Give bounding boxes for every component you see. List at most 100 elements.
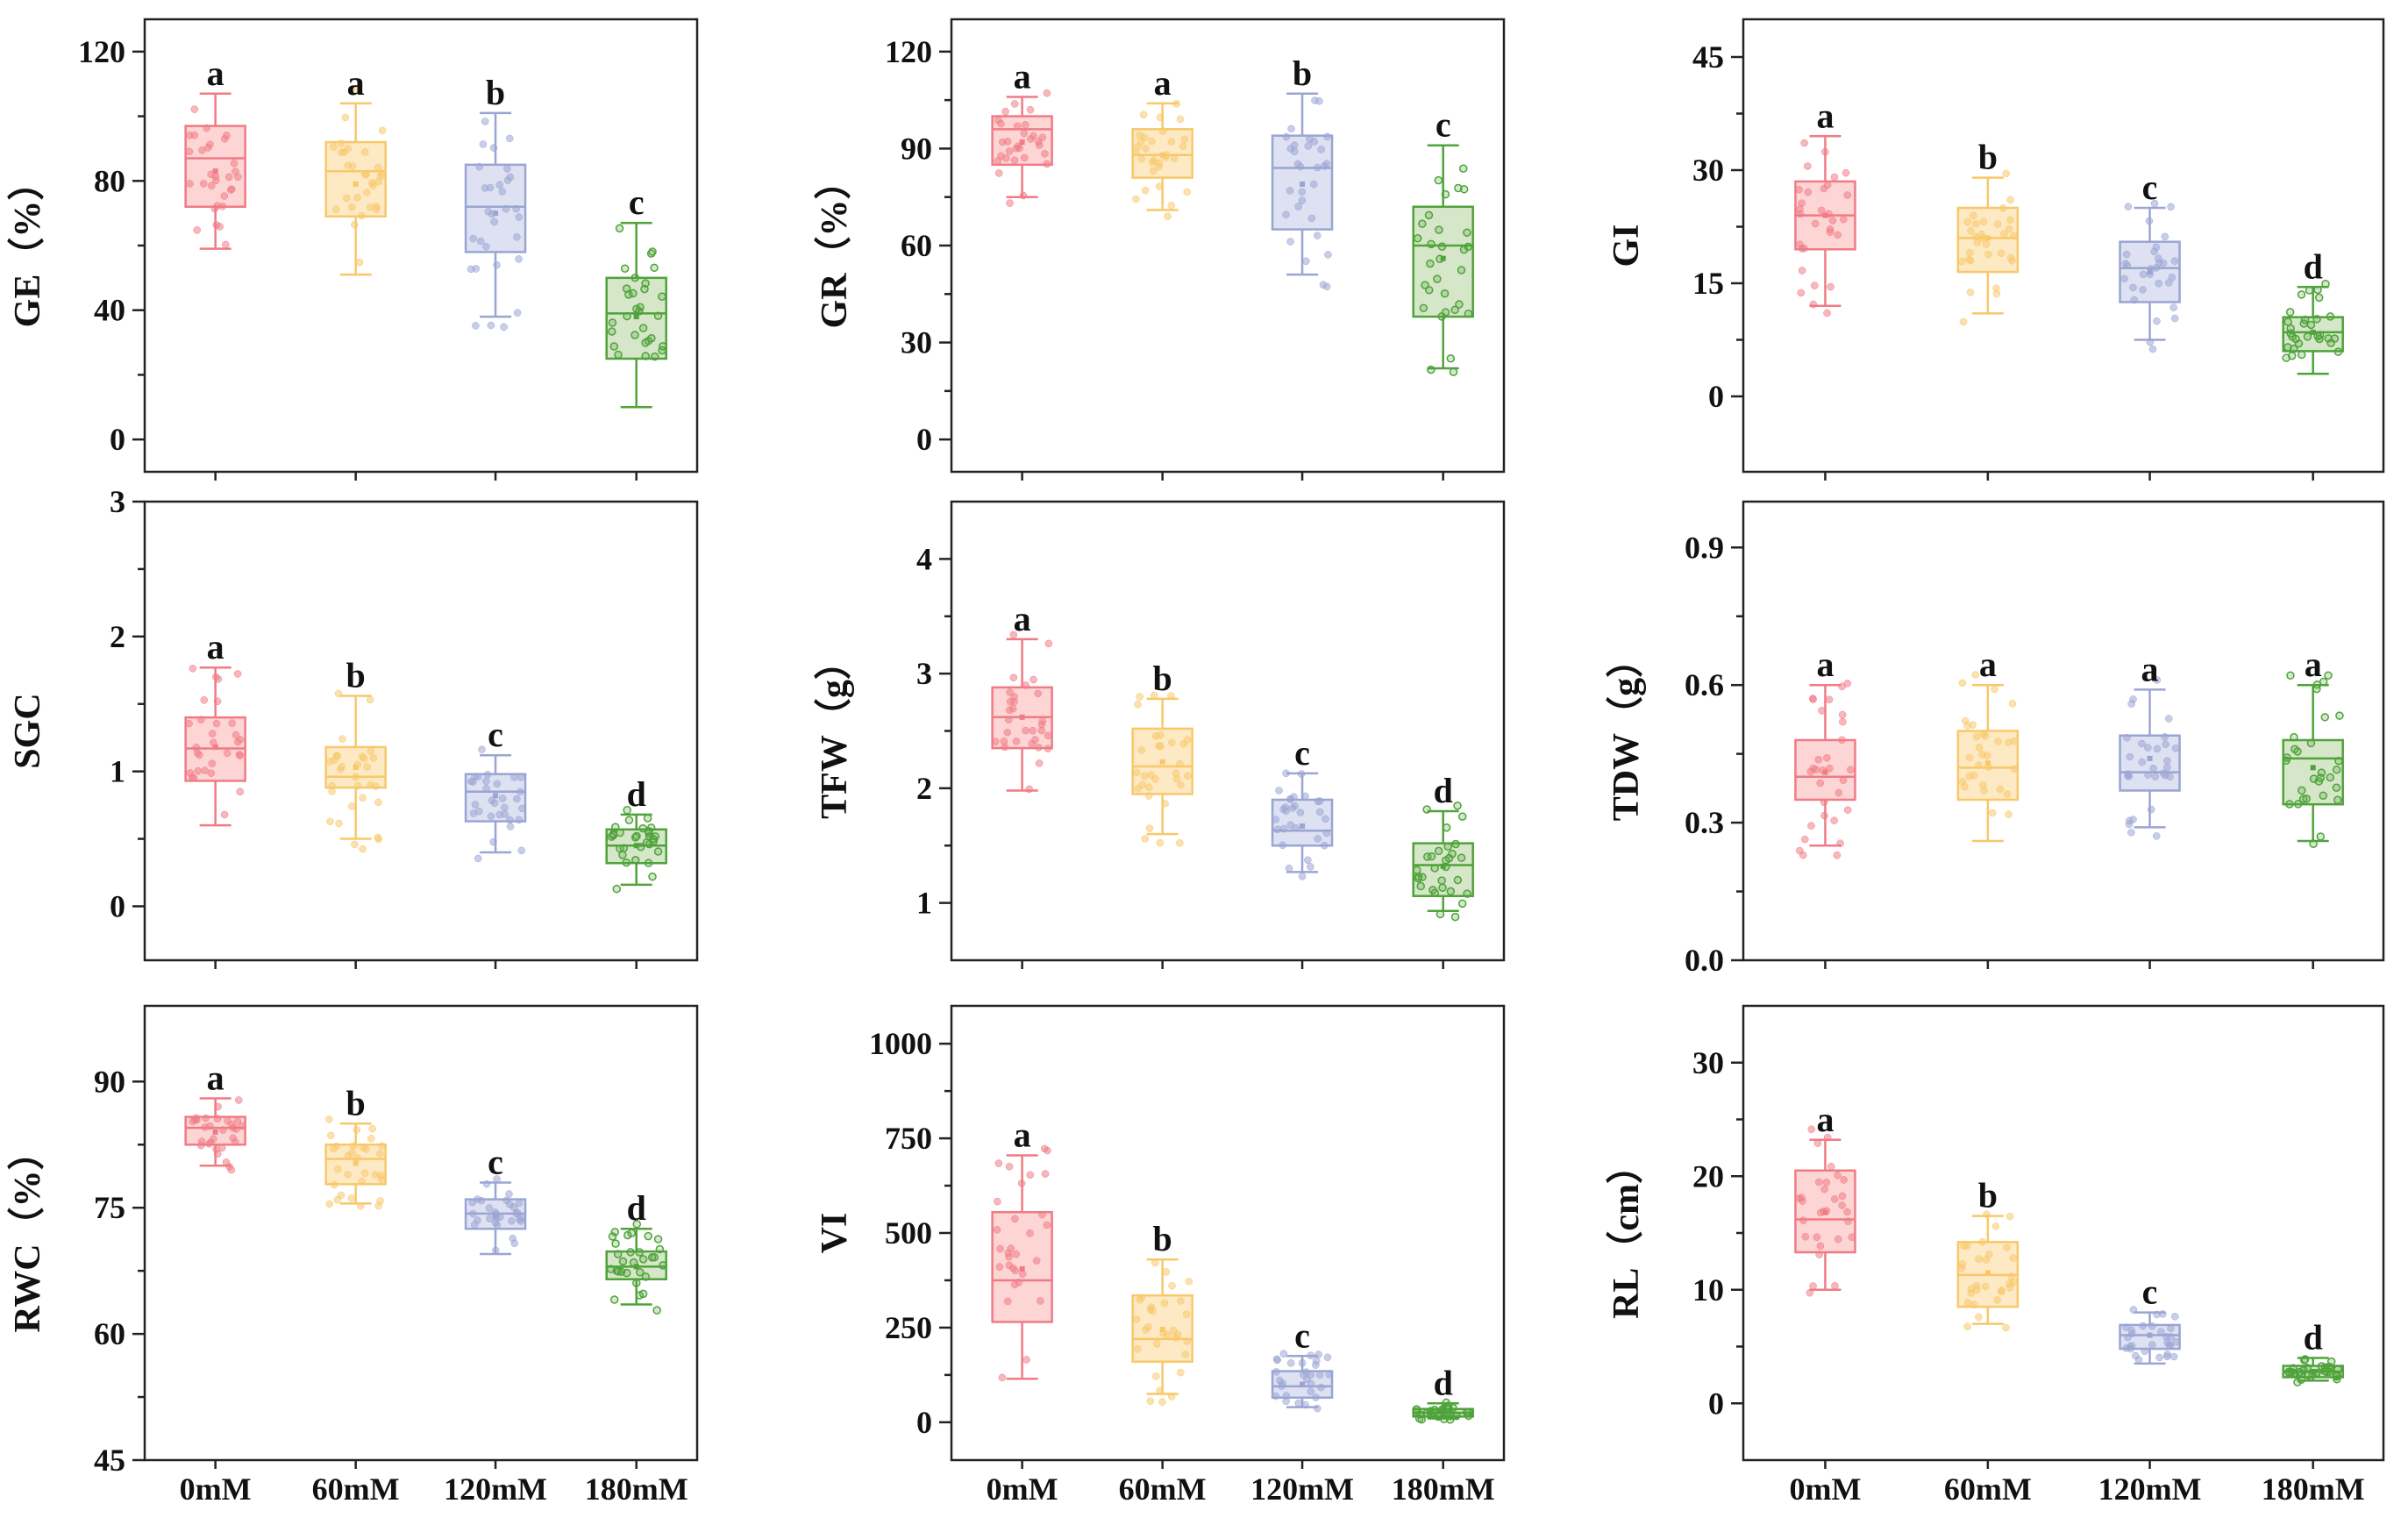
data-point — [2282, 756, 2290, 766]
data-point — [337, 139, 346, 147]
data-point — [1966, 248, 1974, 257]
panel-8: 0 10 20 30 RL（cm） a 0mM b 60mM c 120mM d 180mM — [1606, 1004, 2385, 1507]
mean-marker — [1822, 769, 1828, 775]
data-point — [1137, 155, 1145, 163]
data-point — [358, 752, 367, 760]
data-point — [655, 1244, 665, 1254]
data-point — [206, 1122, 214, 1130]
data-point — [2122, 250, 2131, 259]
data-point — [1457, 899, 1467, 909]
data-point — [1975, 761, 1983, 769]
data-point — [1998, 204, 2007, 212]
data-point — [1177, 1368, 1185, 1377]
data-point — [1441, 189, 1450, 199]
data-point — [2303, 332, 2312, 341]
data-point — [2002, 169, 2010, 178]
data-point — [1312, 1357, 1321, 1365]
significance-letter: d — [1434, 1363, 1453, 1402]
x-tick-label: 120mM — [444, 1472, 547, 1507]
mean-marker — [1440, 863, 1446, 869]
panel-3: 0 1 2 3 SGC a b c d — [8, 484, 699, 969]
data-point — [1290, 147, 1299, 156]
data-point — [659, 1261, 667, 1270]
data-point — [618, 851, 627, 859]
data-point — [1840, 1176, 1848, 1184]
data-point — [498, 188, 507, 196]
data-point — [351, 221, 359, 229]
data-point — [1419, 303, 1428, 313]
data-point — [1142, 1326, 1150, 1334]
data-point — [2314, 293, 2324, 303]
data-point — [1183, 736, 1192, 744]
data-point — [367, 747, 375, 755]
significance-letter: d — [2304, 1317, 2323, 1357]
data-point — [1170, 154, 1179, 163]
data-point — [1823, 309, 1831, 317]
y-axis-title: RWC（%） — [7, 1133, 48, 1332]
data-point — [335, 819, 343, 828]
data-point — [1820, 811, 1828, 820]
data-point — [632, 1220, 641, 1229]
data-point — [2155, 1353, 2163, 1362]
data-point — [378, 1142, 386, 1151]
data-point — [2006, 253, 2015, 262]
data-point — [2167, 1324, 2175, 1333]
box-0mM: a — [991, 56, 1053, 481]
data-point — [1306, 135, 1314, 143]
data-point — [1158, 1398, 1166, 1406]
data-point — [2002, 1323, 2010, 1332]
data-point — [1975, 744, 1984, 752]
box-120mM: c 120mM — [444, 1142, 547, 1507]
data-point — [232, 1125, 240, 1133]
data-point — [487, 321, 495, 330]
data-point — [1820, 1185, 1828, 1194]
data-point — [1132, 148, 1140, 157]
data-point — [213, 697, 222, 706]
data-point — [1838, 1192, 1847, 1201]
data-point — [2170, 257, 2179, 265]
data-point — [1003, 728, 1012, 737]
data-point — [1172, 1333, 1180, 1342]
data-point — [1446, 887, 1456, 896]
data-point — [371, 1171, 380, 1179]
data-point — [327, 1131, 335, 1140]
data-point — [2287, 1367, 2296, 1377]
mean-marker — [633, 314, 639, 320]
data-point — [363, 763, 371, 771]
data-point — [235, 751, 244, 759]
data-point — [500, 323, 508, 331]
data-point — [1282, 132, 1291, 141]
data-point — [653, 1235, 663, 1244]
data-point — [1441, 308, 1450, 317]
data-point — [1009, 673, 1018, 681]
data-point — [648, 872, 657, 881]
data-point — [1314, 1350, 1322, 1358]
box-180mM: d — [605, 774, 667, 969]
data-point — [1011, 1215, 1019, 1223]
data-point — [481, 118, 489, 125]
data-point — [1828, 217, 1837, 224]
data-point — [2123, 734, 2131, 742]
data-point — [2326, 773, 2335, 782]
y-tick-label: 3 — [110, 484, 125, 519]
box-120mM: c — [464, 715, 527, 969]
data-point — [1991, 1222, 2000, 1230]
data-point — [1434, 846, 1443, 856]
data-point — [644, 1231, 652, 1241]
data-point — [1029, 726, 1037, 735]
data-point — [337, 765, 345, 773]
data-point — [515, 1199, 524, 1208]
data-point — [1151, 691, 1158, 700]
data-point — [1307, 1351, 1314, 1359]
data-point — [489, 144, 498, 152]
significance-letter: c — [2142, 167, 2158, 207]
data-point — [1314, 163, 1322, 172]
data-point — [1806, 1288, 1814, 1297]
data-point — [351, 840, 359, 849]
box-120mM: b — [1271, 53, 1334, 481]
box-0mM: a — [1794, 645, 1856, 969]
data-point — [502, 204, 510, 213]
data-point — [1156, 113, 1165, 122]
data-point — [2300, 1355, 2310, 1364]
data-point — [1282, 210, 1290, 218]
